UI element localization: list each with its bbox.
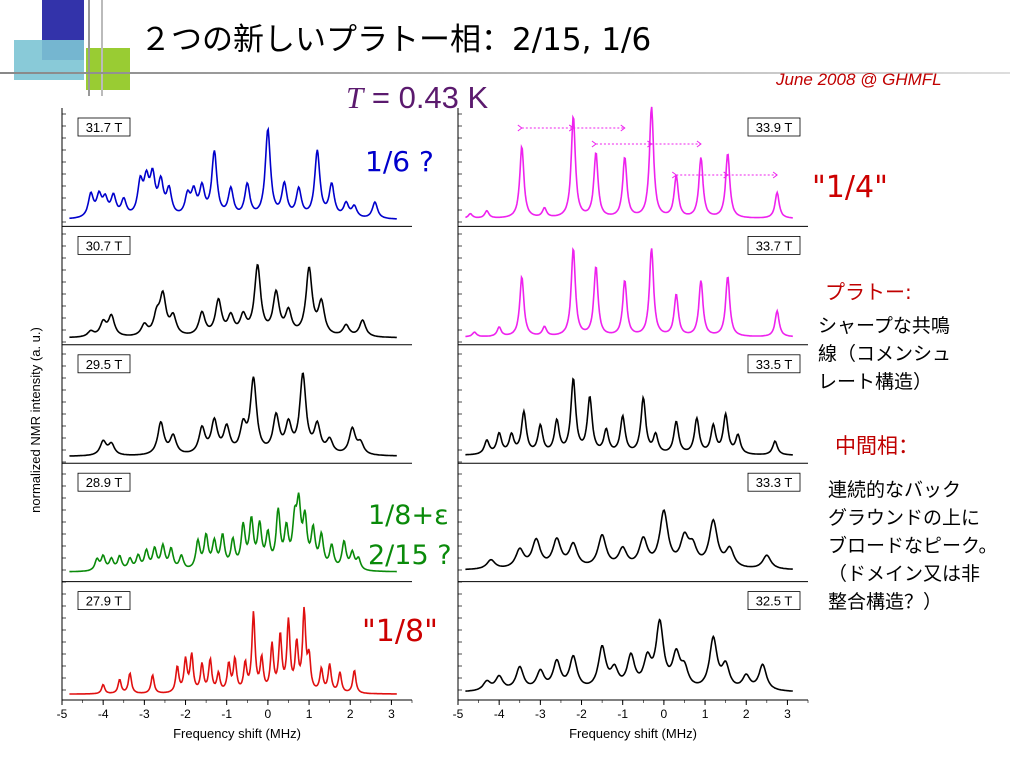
temperature-label: T = 0.43 K: [346, 80, 488, 116]
intermediate-line: 整合構造？）: [828, 591, 943, 613]
plateau-heading: プラトー:: [825, 280, 912, 304]
arrow-head: [647, 140, 653, 148]
field-label-box: [77, 235, 131, 255]
x-tick-label: -1: [617, 707, 628, 721]
deco-line-vertical: [88, 0, 90, 96]
plateau-line: シャープな共鳴: [818, 315, 950, 337]
right-spectra-block: 33.9 T 33.7 T 33.5 T 33.3 T 32.5 T -5 -4 -3 -2 -1…: [453, 106, 809, 741]
spectrum-line: [465, 247, 793, 338]
annotation-one-sixth: 1/6 ?: [365, 145, 434, 178]
field-label: 32.5 T: [756, 594, 793, 609]
intermediate-line: （ドメイン又は非: [828, 563, 981, 585]
annotation-two-fifteenth: 2/15 ?: [368, 540, 452, 571]
y-axis-label: normalized NMR intensity (a. u.): [28, 327, 43, 513]
intermediate-line: 連続的なバック: [828, 479, 962, 501]
arrow-head: [568, 124, 575, 132]
deco-block-green: [86, 48, 130, 90]
x-tick-label: -4: [98, 707, 109, 721]
field-label-box: [77, 591, 131, 610]
field-label-box: [77, 117, 131, 137]
peak-spacing-arrows: [517, 124, 778, 179]
plateau-line: レート構造）: [818, 371, 933, 393]
spectrum-line: [465, 509, 793, 571]
arrow-head: [696, 140, 702, 148]
x-tick-label: -3: [139, 707, 150, 721]
spectrum-line: [69, 492, 397, 573]
arrow-head: [517, 124, 523, 132]
x-axis-label: Frequency shift (MHz): [569, 726, 697, 741]
annotation-one-eighth: "1/8": [362, 614, 438, 649]
spectrum-line: [465, 618, 793, 692]
x-axis-label: Frequency shift (MHz): [173, 726, 301, 741]
field-label: 33.3 T: [756, 475, 793, 490]
temperature-value: = 0.43 K: [363, 80, 489, 115]
field-label-box: [747, 117, 801, 137]
deco-line-vertical-2: [101, 0, 103, 96]
x-tick-label: 2: [743, 707, 750, 721]
annotation-one-eighth-epsilon: 1/8+ε: [368, 500, 449, 531]
plateau-description: シャープな共鳴 線（コメンシュ レート構造）: [818, 312, 951, 396]
intermediate-heading: 中間相：: [835, 434, 919, 458]
x-tick-label: 3: [784, 707, 791, 721]
x-tick-label: -1: [221, 707, 232, 721]
arrow-head: [772, 171, 778, 179]
field-label: 31.7 T: [86, 120, 123, 135]
arrow-head: [620, 124, 626, 132]
x-tick-label: -5: [57, 707, 68, 721]
temperature-symbol: T: [346, 80, 364, 115]
field-label: 33.7 T: [756, 238, 793, 253]
spectrum-line: [465, 377, 793, 456]
field-label: 27.9 T: [86, 594, 123, 609]
intermediate-line: ブロードなピーク。: [828, 535, 998, 557]
x-tick-label: -5: [453, 707, 464, 721]
spectrum-line: [69, 126, 397, 220]
field-label: 33.5 T: [756, 357, 793, 372]
arrow-head: [723, 171, 729, 179]
intermediate-description: 連続的なバック グラウンドの上に ブロードなピーク。 （ドメイン又は非 整合構造…: [828, 476, 997, 616]
field-label-box: [77, 354, 131, 374]
arrow-head: [591, 140, 597, 148]
x-tick-label: 0: [661, 707, 668, 721]
spectrum-line: [69, 372, 397, 457]
field-label-box: [747, 472, 801, 492]
spectrum-line: [465, 106, 793, 219]
x-tick-label: 2: [347, 707, 354, 721]
deco-line-horizontal: [0, 72, 1010, 74]
spectrum-line: [69, 606, 397, 695]
field-label-box: [747, 235, 801, 255]
date-label: June 2008 @ GHMFL: [776, 70, 942, 89]
x-tick-label: -2: [180, 707, 191, 721]
x-tick-label: -4: [494, 707, 505, 721]
field-label-box: [747, 354, 801, 374]
arrow-head: [671, 171, 678, 179]
field-label: 29.5 T: [86, 357, 123, 372]
x-tick-label: 1: [306, 707, 313, 721]
x-tick-label: -2: [576, 707, 587, 721]
field-label: 30.7 T: [86, 238, 123, 253]
field-label-box: [747, 591, 801, 610]
field-label: 33.9 T: [756, 120, 793, 135]
x-tick-label: -3: [535, 707, 546, 721]
slide-title: ２つの新しいプラトー相：2/15, 1/6: [140, 22, 652, 58]
annotation-one-quarter: "1/4": [812, 170, 888, 205]
field-label-box: [77, 472, 131, 492]
x-tick-label: 3: [388, 707, 395, 721]
spectrum-line: [69, 263, 397, 339]
x-tick-label: 1: [702, 707, 709, 721]
intermediate-line: グラウンドの上に: [828, 507, 981, 529]
left-spectra-block: 31.7 T 30.7 T 29.5 T 28.9 T 27.9 T -5 -4 -3 -2 -1…: [57, 108, 413, 741]
plateau-line: 線（コメンシュ: [818, 343, 952, 365]
field-label: 28.9 T: [86, 475, 123, 490]
x-tick-label: 0: [265, 707, 272, 721]
